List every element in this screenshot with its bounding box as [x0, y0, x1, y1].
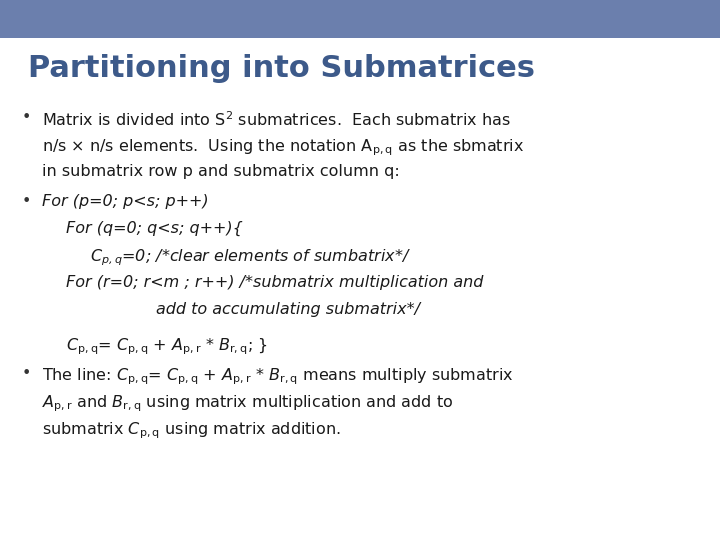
Text: $\it{C}_{\mathregular{p,q}}$=0; /*clear elements of sumbatrix*/: $\it{C}_{\mathregular{p,q}}$=0; /*clear …	[90, 248, 411, 268]
Text: For (p=0; p<s; p++): For (p=0; p<s; p++)	[42, 194, 209, 208]
Text: The line: $C_{\mathregular{p,q}}$= $C_{\mathregular{p,q}}$ + $A_{\mathregular{p,: The line: $C_{\mathregular{p,q}}$= $C_{\…	[42, 367, 513, 387]
Text: in submatrix row p and submatrix column q:: in submatrix row p and submatrix column …	[42, 164, 400, 179]
Text: For (r=0; r<m ; r++) /*submatrix multiplication and: For (r=0; r<m ; r++) /*submatrix multipl…	[66, 275, 483, 289]
Text: Matrix is divided into S$^{2}$ submatrices.  Each submatrix has: Matrix is divided into S$^{2}$ submatric…	[42, 110, 510, 129]
Text: •: •	[22, 194, 32, 208]
Text: •: •	[22, 110, 32, 125]
Text: n/s $\times$ n/s elements.  Using the notation A$_{\mathregular{p,q}}$ as the sb: n/s $\times$ n/s elements. Using the not…	[42, 137, 524, 158]
Text: $A_{\mathregular{p,r}}$ and $B_{\mathregular{r,q}}$ using matrix multiplication : $A_{\mathregular{p,r}}$ and $B_{\mathreg…	[42, 394, 454, 414]
Text: Partitioning into Submatrices: Partitioning into Submatrices	[28, 54, 535, 83]
Text: $C_{\mathregular{p,q}}$= $C_{\mathregular{p,q}}$ + $A_{\mathregular{p,r}}$ * $B_: $C_{\mathregular{p,q}}$= $C_{\mathregula…	[66, 337, 268, 357]
Bar	[0, 0, 720, 38]
Text: For (q=0; q<s; q++){: For (q=0; q<s; q++){	[66, 221, 243, 236]
Text: •: •	[22, 367, 32, 381]
Text: add to accumulating submatrix*/: add to accumulating submatrix*/	[156, 302, 420, 316]
Text: submatrix $C_{\mathregular{p,q}}$ using matrix addition.: submatrix $C_{\mathregular{p,q}}$ using …	[42, 421, 341, 441]
